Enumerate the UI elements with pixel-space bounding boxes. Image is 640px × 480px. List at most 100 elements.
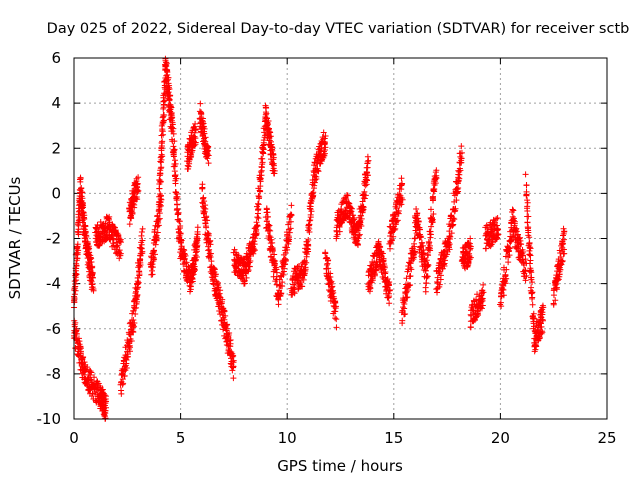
data-point xyxy=(355,235,362,242)
data-point xyxy=(130,322,137,329)
data-point xyxy=(432,180,439,187)
data-point xyxy=(200,210,207,217)
data-point xyxy=(79,195,86,202)
data-point xyxy=(498,303,505,310)
data-point xyxy=(158,156,165,163)
data-point xyxy=(278,290,285,297)
data-point xyxy=(437,272,444,279)
data-point xyxy=(72,283,79,290)
series-segment xyxy=(83,238,97,294)
data-point xyxy=(349,212,356,219)
data-point xyxy=(388,229,395,236)
data-point xyxy=(226,337,233,344)
data-point xyxy=(285,221,292,228)
data-point xyxy=(139,237,146,244)
data-point xyxy=(402,311,409,318)
plot-frame xyxy=(73,57,608,420)
data-point xyxy=(332,308,339,315)
data-point xyxy=(538,328,545,335)
data-point xyxy=(171,146,178,153)
data-point xyxy=(529,295,536,302)
data-point xyxy=(323,261,330,268)
data-point xyxy=(215,284,222,291)
data-point xyxy=(93,381,100,388)
data-point xyxy=(102,415,109,422)
data-point xyxy=(202,134,209,141)
data-point xyxy=(135,279,142,286)
data-point xyxy=(558,261,565,268)
data-point xyxy=(229,353,236,360)
data-point xyxy=(365,157,372,164)
data-point xyxy=(457,167,464,174)
data-point xyxy=(354,242,361,249)
y-tick-label: 2 xyxy=(51,139,61,157)
data-point xyxy=(310,192,317,199)
data-point xyxy=(422,267,429,274)
data-point xyxy=(243,274,250,281)
data-point xyxy=(358,222,365,229)
data-point xyxy=(364,169,371,176)
data-point xyxy=(177,224,184,231)
data-point xyxy=(364,158,371,165)
data-point xyxy=(446,241,453,248)
data-point xyxy=(121,372,128,379)
data-point xyxy=(139,225,146,232)
data-point xyxy=(434,274,441,281)
data-point xyxy=(525,213,532,220)
x-tick-label: 5 xyxy=(176,429,186,447)
data-point xyxy=(154,229,161,236)
series-segment xyxy=(398,227,419,327)
data-point xyxy=(458,143,465,150)
data-point xyxy=(153,232,160,239)
data-point xyxy=(288,202,295,209)
data-point xyxy=(407,282,414,289)
data-point xyxy=(453,197,460,204)
data-point xyxy=(428,215,435,222)
data-point xyxy=(194,231,201,238)
data-point xyxy=(550,301,557,308)
data-point xyxy=(327,273,334,280)
data-point xyxy=(494,214,501,221)
data-point xyxy=(361,188,368,195)
data-point xyxy=(483,245,490,252)
data-point xyxy=(403,275,410,282)
data-point xyxy=(350,217,357,224)
data-point xyxy=(528,269,535,276)
data-point xyxy=(177,230,184,237)
data-point xyxy=(499,285,506,292)
point-layer xyxy=(70,55,568,422)
data-point xyxy=(465,258,472,265)
data-point xyxy=(388,237,395,244)
data-point xyxy=(522,277,529,284)
data-point xyxy=(500,286,507,293)
data-point xyxy=(494,232,501,239)
series-segment xyxy=(147,191,165,278)
series-segment xyxy=(482,214,502,252)
data-point xyxy=(322,250,329,257)
data-point xyxy=(491,219,498,226)
data-point xyxy=(161,117,168,124)
data-point xyxy=(524,197,531,204)
data-point xyxy=(327,279,334,286)
data-point xyxy=(220,308,227,315)
data-point xyxy=(134,181,141,188)
data-point xyxy=(161,101,168,108)
data-point xyxy=(102,407,109,414)
data-point xyxy=(201,125,208,132)
data-point xyxy=(133,178,140,185)
data-point xyxy=(169,121,176,128)
x-tick-label: 25 xyxy=(597,429,616,447)
data-point xyxy=(86,249,93,256)
data-point xyxy=(168,115,175,122)
data-point xyxy=(398,175,405,182)
y-tick-label: 4 xyxy=(51,94,61,112)
data-point xyxy=(200,194,207,201)
data-point xyxy=(324,257,331,264)
data-point xyxy=(211,265,218,272)
data-point xyxy=(553,284,560,291)
data-point xyxy=(268,253,275,260)
data-point xyxy=(387,287,394,294)
data-point xyxy=(533,343,540,350)
data-point xyxy=(451,216,458,223)
data-point xyxy=(291,290,298,297)
